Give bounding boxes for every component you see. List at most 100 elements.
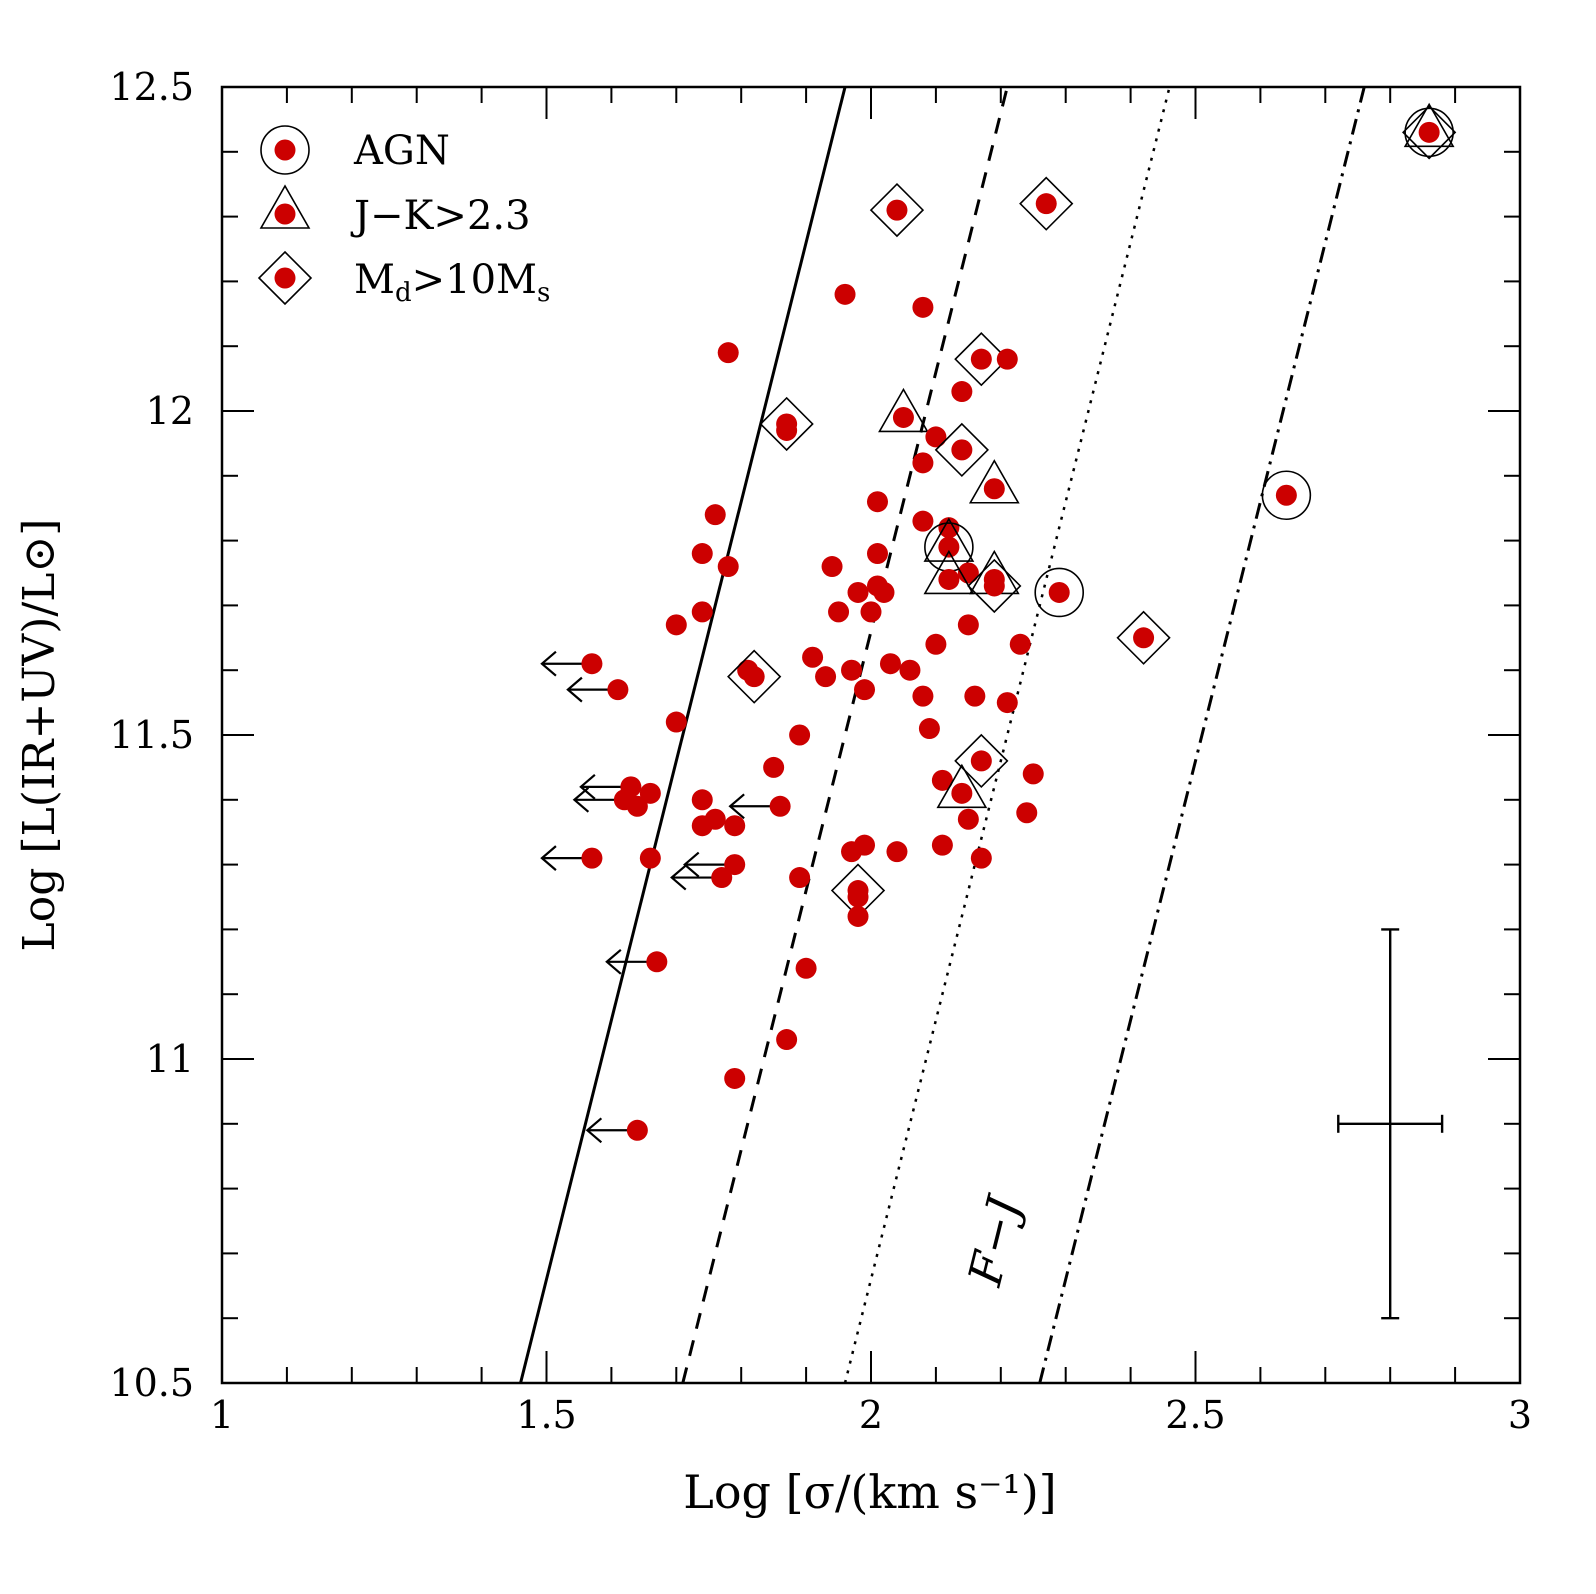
- red-jk-triangle-marker: [923, 517, 975, 562]
- data-point-dot: [691, 601, 713, 623]
- data-point: [727, 649, 782, 704]
- data-point-dot: [1275, 484, 1297, 506]
- data-point-dot: [912, 685, 934, 707]
- data-point: [847, 905, 869, 927]
- data-point-dot: [847, 886, 869, 908]
- data-point: [691, 601, 713, 623]
- line-label-fj: F−J: [957, 1189, 1032, 1292]
- data-point: [866, 491, 888, 513]
- data-point-dot: [854, 679, 876, 701]
- legend-marker-triangle: [259, 184, 311, 229]
- data-point-dot: [912, 510, 934, 532]
- data-point: [912, 296, 934, 318]
- data-point: [964, 685, 986, 707]
- data-point: [728, 793, 791, 820]
- data-point-dot: [789, 867, 811, 889]
- data-point: [639, 847, 661, 869]
- data-point-dot: [717, 556, 739, 578]
- data-point: [923, 549, 975, 595]
- data-point: [934, 422, 989, 478]
- data-point-dot: [1048, 581, 1070, 603]
- data-point-dot: [847, 581, 869, 603]
- red-jk-triangle-marker: [259, 184, 311, 229]
- data-point-dot: [983, 575, 1005, 597]
- data-point: [1034, 567, 1085, 618]
- data-point: [938, 517, 960, 539]
- data-point-dot: [938, 517, 960, 539]
- y-tick-label: 12: [146, 389, 194, 433]
- data-point-dot: [841, 659, 863, 681]
- x-tick-label: 3: [1508, 1393, 1532, 1437]
- data-point-dot: [847, 905, 869, 927]
- data-point: [996, 692, 1018, 714]
- plot-frame: [220, 85, 1522, 1385]
- legend-marker-dot: [274, 267, 296, 289]
- data-point: [912, 452, 934, 474]
- data-point-dot: [938, 536, 960, 558]
- data-point-dot: [717, 342, 739, 364]
- dusty-diamond-marker: [1116, 610, 1171, 665]
- data-point-dot: [639, 782, 661, 804]
- data-point-dot: [970, 348, 992, 370]
- red-jk-triangle-marker: [936, 763, 988, 809]
- data-point: [860, 601, 882, 623]
- x-tick-label: 1: [210, 1393, 234, 1437]
- legend-marker-dot: [274, 139, 296, 161]
- data-point: [1402, 102, 1457, 160]
- data-point: [639, 782, 661, 804]
- data-point: [665, 614, 687, 636]
- data-point-dot: [1016, 802, 1038, 824]
- data-point-dot: [646, 951, 668, 973]
- data-point: [540, 845, 603, 871]
- data-point: [951, 381, 973, 403]
- data-point: [954, 733, 1009, 789]
- data-point-dot: [1009, 633, 1031, 655]
- data-point: [834, 283, 856, 305]
- data-point: [869, 182, 925, 238]
- data-point-dot: [866, 491, 888, 513]
- data-point-dot: [821, 556, 843, 578]
- data-point-dot: [639, 847, 661, 869]
- upper-limit-arrow-head: [566, 676, 583, 703]
- data-point-dot: [1035, 193, 1057, 215]
- data-point-dot: [938, 568, 960, 590]
- data-point: [957, 808, 979, 830]
- data-point-dot: [789, 724, 811, 746]
- dusty-diamond-marker: [869, 182, 925, 238]
- data-point-dot: [970, 847, 992, 869]
- data-point: [918, 718, 940, 740]
- red-jk-triangle-marker: [968, 459, 1020, 504]
- data-point-dot: [834, 283, 856, 305]
- upper-limit-arrow-head: [728, 793, 745, 820]
- data-point: [925, 426, 947, 448]
- y-axis-title: Log [L(IR+UV)/L⊙]: [14, 519, 65, 952]
- legend-marker-dot: [274, 203, 296, 225]
- data-point: [847, 581, 869, 603]
- data-point: [873, 581, 895, 603]
- data-point: [763, 756, 785, 778]
- data-point-dot: [724, 1067, 746, 1089]
- data-point: [789, 724, 811, 746]
- data-point: [925, 633, 947, 655]
- agn-circle-marker: [1034, 567, 1085, 618]
- data-point: [683, 851, 746, 878]
- data-point-dot: [711, 867, 733, 889]
- data-point-dot: [925, 633, 947, 655]
- y-tick-label: 10.5: [109, 1361, 194, 1405]
- data-point: [879, 653, 901, 675]
- data-point-dot: [743, 666, 765, 688]
- data-point: [717, 556, 739, 578]
- data-point: [847, 886, 869, 908]
- red-jk-triangle-marker: [923, 549, 975, 595]
- data-point: [724, 815, 746, 837]
- data-point-dot: [626, 1119, 648, 1141]
- legend-markers: [257, 125, 313, 306]
- data-point-dot: [912, 296, 934, 318]
- data-point-dot: [912, 452, 934, 474]
- data-point-dot: [886, 841, 908, 863]
- upper-limit-arrow-head: [683, 851, 700, 878]
- dusty-diamond-marker: [759, 396, 814, 452]
- data-point-dot: [769, 795, 791, 817]
